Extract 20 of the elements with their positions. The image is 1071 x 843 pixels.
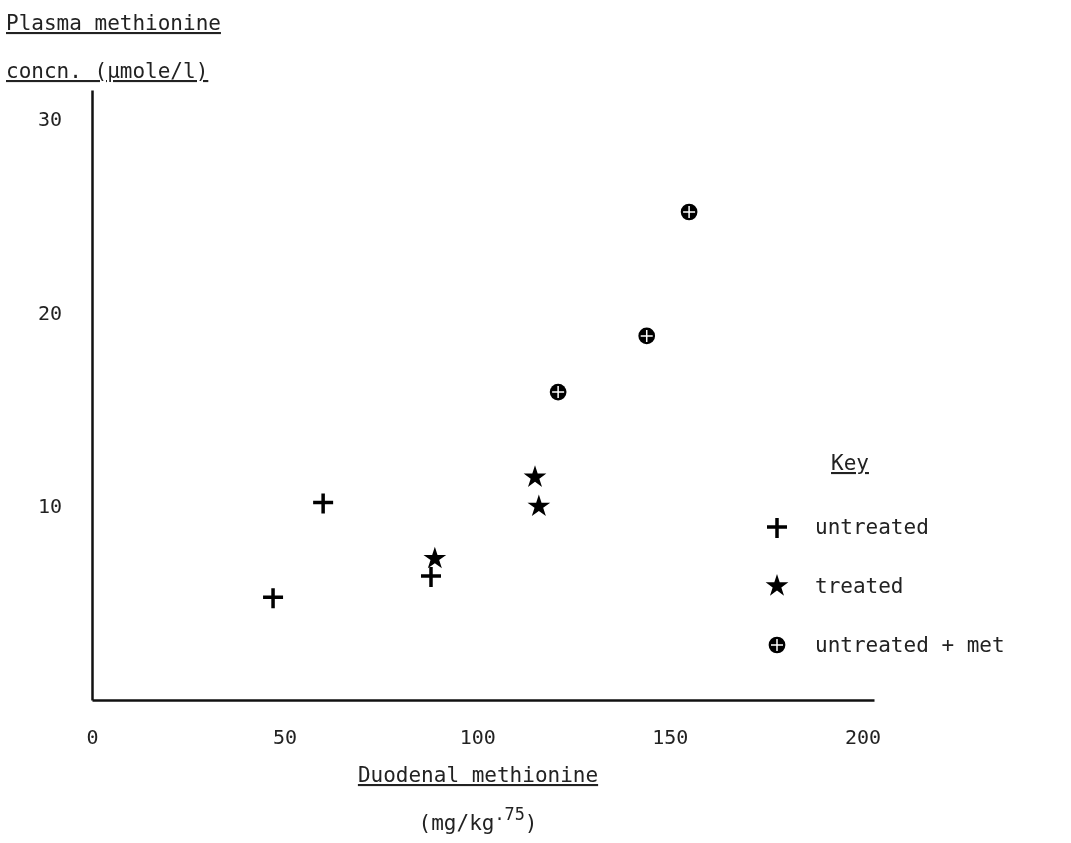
legend-label: untreated xyxy=(815,515,929,539)
x-tick-label: 100 xyxy=(459,725,496,750)
y-tick-label: 10 xyxy=(37,494,62,519)
legend-title: Key xyxy=(831,451,869,475)
point xyxy=(527,494,551,517)
point xyxy=(523,465,547,487)
y-tick-label: 20 xyxy=(37,300,62,325)
y-axis-title: Plasma methionine concn. (μmole/l) xyxy=(6,11,221,83)
point xyxy=(423,546,447,569)
x-tick-label: 200 xyxy=(844,725,882,750)
legend-label: treated xyxy=(815,574,904,598)
x-tick-label: 0 xyxy=(86,725,99,750)
x-axis-title: Duodenal methionine (mg/kg$^{.75}$) xyxy=(357,763,599,835)
point xyxy=(311,491,335,516)
point xyxy=(261,586,285,611)
x-tick-label: 150 xyxy=(652,725,689,750)
y-tick-label: 30 xyxy=(37,106,62,131)
x-tick-label: 50 xyxy=(273,725,298,750)
legend-label: untreated + met xyxy=(815,633,1005,657)
point xyxy=(419,565,443,589)
